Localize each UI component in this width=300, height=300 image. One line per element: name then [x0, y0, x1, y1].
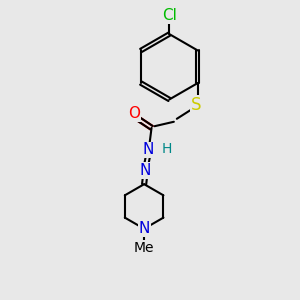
Text: N: N	[140, 163, 151, 178]
Text: Me: Me	[134, 241, 154, 255]
Text: S: S	[191, 96, 201, 114]
Text: H: H	[161, 142, 172, 155]
Text: Cl: Cl	[162, 8, 177, 23]
Text: N: N	[138, 221, 150, 236]
Text: N: N	[143, 142, 154, 158]
Text: O: O	[128, 106, 140, 121]
